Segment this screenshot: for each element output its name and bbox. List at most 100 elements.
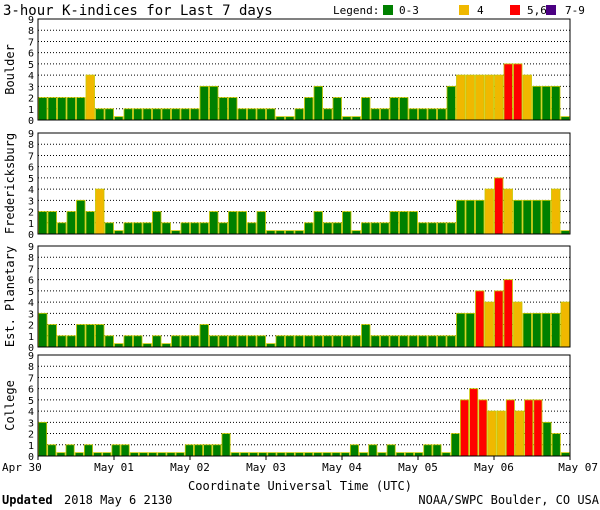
k-index-bar <box>533 399 543 457</box>
k-index-bar <box>256 108 266 121</box>
x-tick-label: Apr 30 <box>2 461 42 474</box>
k-index-bar <box>256 211 266 235</box>
k-index-bar <box>361 324 371 348</box>
k-index-bar <box>532 85 542 121</box>
k-index-bar <box>142 108 152 121</box>
k-index-bar <box>266 108 276 121</box>
k-index-bar <box>522 199 532 235</box>
k-index-bar <box>446 85 456 121</box>
k-index-bar <box>190 108 200 121</box>
k-index-bar <box>180 222 190 235</box>
k-index-bar <box>190 335 200 348</box>
x-tick-label: May 01 <box>94 461 134 474</box>
k-index-bar <box>551 188 561 235</box>
k-index-bar <box>304 222 314 235</box>
y-tick-label: 7 <box>28 373 34 384</box>
k-index-bar <box>66 97 76 121</box>
k-index-bar <box>399 97 409 121</box>
k-index-bar <box>414 452 424 457</box>
k-index-bar <box>133 335 143 348</box>
k-index-bar <box>57 335 67 348</box>
k-index-bar <box>47 97 57 121</box>
k-index-bar <box>93 452 103 457</box>
k-index-bar <box>199 222 209 235</box>
y-tick-label: 2 <box>28 94 34 105</box>
k-index-bar <box>276 452 286 457</box>
k-index-bar <box>237 211 247 235</box>
y-tick-label: 9 <box>28 15 34 26</box>
k-index-bar <box>475 290 485 348</box>
k-index-bar <box>230 452 240 457</box>
k-index-bar <box>560 301 570 348</box>
k-index-bar <box>437 335 447 348</box>
k-index-bar <box>503 188 513 235</box>
k-index-bar <box>57 222 67 235</box>
k-index-bar <box>95 188 105 235</box>
k-index-bar <box>494 74 504 121</box>
k-index-bar <box>294 108 304 121</box>
k-index-bar <box>323 335 333 348</box>
k-index-bar <box>484 74 494 121</box>
k-index-bar <box>285 452 295 457</box>
panel-frame <box>37 245 571 348</box>
k-index-bar <box>47 211 57 235</box>
k-index-bar <box>380 335 390 348</box>
x-tick-label: May 04 <box>322 461 362 474</box>
y-tick-label: 5 <box>28 287 34 298</box>
k-index-bar <box>171 108 181 121</box>
k-index-bar <box>560 230 570 235</box>
k-index-bar <box>304 97 314 121</box>
k-index-bar <box>515 410 525 457</box>
y-tick-label: 2 <box>28 208 34 219</box>
k-index-bar <box>212 444 222 457</box>
k-index-bar <box>228 97 238 121</box>
k-index-bar <box>247 222 257 235</box>
k-index-bar <box>218 222 228 235</box>
y-tick-label: 0 <box>28 230 34 241</box>
k-index-bar <box>304 452 314 457</box>
k-index-bar <box>123 108 133 121</box>
k-index-bar <box>551 85 561 121</box>
k-index-bar <box>494 177 504 235</box>
legend-swatch-severe <box>546 5 556 15</box>
k-index-bar <box>513 199 523 235</box>
credit-text: NOAA/SWPC Boulder, CO USA <box>418 493 599 507</box>
k-index-bar <box>427 108 437 121</box>
y-tick-label: 6 <box>28 276 34 287</box>
k-index-bar <box>161 343 171 348</box>
k-index-bar <box>47 324 57 348</box>
k-index-bar <box>446 222 456 235</box>
k-index-bar <box>484 188 494 235</box>
k-index-bar <box>342 116 352 121</box>
k-index-bar <box>456 312 466 348</box>
k-index-bar <box>171 335 181 348</box>
k-index-bar <box>285 335 295 348</box>
k-index-bar <box>138 452 148 457</box>
k-index-bar <box>524 399 534 457</box>
x-tick-label: May 06 <box>474 461 514 474</box>
y-tick-label: 4 <box>28 298 34 309</box>
k-index-bar <box>399 335 409 348</box>
panel-label: Boulder <box>3 44 17 95</box>
k-index-bar <box>465 74 475 121</box>
k-index-bar <box>441 452 451 457</box>
k-index-bar <box>503 279 513 348</box>
k-index-bar <box>323 222 333 235</box>
k-index-bar <box>114 230 124 235</box>
k-index-bar <box>460 399 470 457</box>
panel-frame <box>37 18 571 121</box>
k-index-bar <box>256 335 266 348</box>
k-index-bar <box>111 444 121 457</box>
k-index-bar <box>237 108 247 121</box>
legend-label-severe: 7-9 <box>565 4 585 17</box>
k-index-bar <box>513 63 523 121</box>
k-index-bar <box>351 230 361 235</box>
k-index-bar <box>313 85 323 121</box>
x-tick-label: May 07 <box>558 461 598 474</box>
k-index-bar <box>194 444 204 457</box>
y-tick-label: 7 <box>28 151 34 162</box>
k-index-bar <box>389 97 399 121</box>
y-tick-label: 1 <box>28 332 34 343</box>
panel-frame <box>37 354 571 457</box>
